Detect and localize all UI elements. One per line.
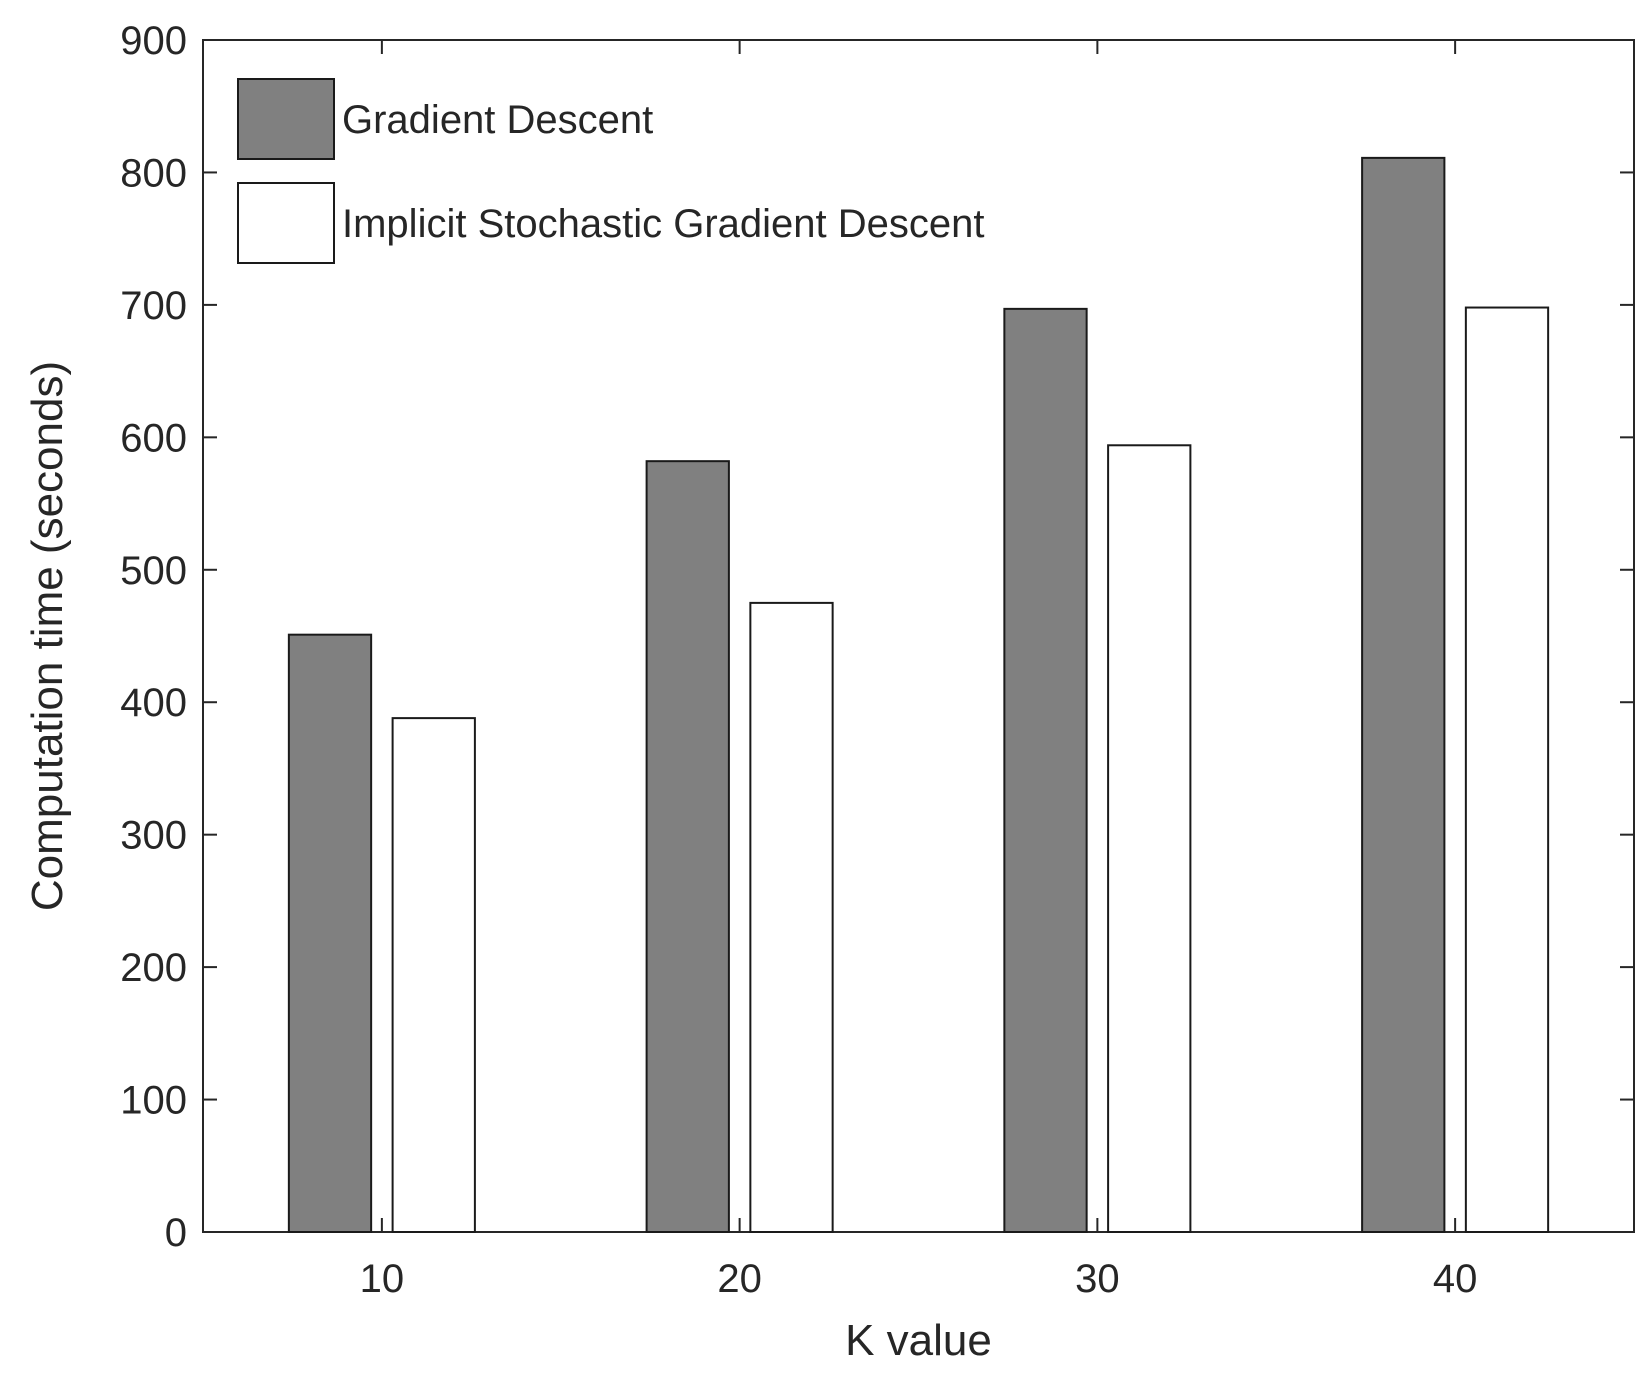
y-tick-label: 900 (120, 19, 187, 63)
bar-series-1-20 (645, 460, 730, 1233)
x-axis: 10 20 30 40 (360, 40, 1478, 1301)
y-tick-label: 500 (120, 549, 187, 593)
bars (287, 156, 1550, 1233)
legend-swatch-2 (237, 182, 335, 264)
bar-series-2-20 (749, 601, 834, 1233)
bar-series-2-30 (1107, 444, 1192, 1233)
y-tick-label: 300 (120, 814, 187, 858)
bar-series-1-10 (287, 633, 373, 1233)
y-axis: 0 100 200 300 400 500 600 700 800 900 (120, 19, 1634, 1255)
y-tick-label: 200 (120, 946, 187, 990)
y-tick-label: 100 (120, 1079, 187, 1123)
bar-series-1-30 (1003, 307, 1088, 1233)
y-tick-label: 600 (120, 416, 187, 460)
y-tick-label: 0 (165, 1211, 187, 1255)
x-axis-label: K value (845, 1316, 992, 1365)
y-tick-label: 800 (120, 151, 187, 195)
plot-area: 0 100 200 300 400 500 600 700 800 900 10 20 30 40 (120, 19, 1635, 1301)
legend-label-2: Implicit Stochastic Gradient Descent (342, 202, 984, 246)
bar-series-2-10 (391, 717, 476, 1233)
legend-swatch-1 (237, 78, 335, 160)
y-axis-label: Computation time (seconds) (23, 361, 72, 911)
y-tick-label: 400 (120, 681, 187, 725)
x-tick-label: 40 (1433, 1257, 1478, 1301)
y-tick-label: 700 (120, 284, 187, 328)
x-tick-label: 20 (717, 1257, 762, 1301)
legend-label-1: Gradient Descent (342, 98, 653, 142)
x-tick-label: 30 (1075, 1257, 1120, 1301)
legend: Gradient Descent Implicit Stochastic Grad… (237, 78, 984, 264)
bar-series-2-40 (1464, 306, 1550, 1233)
x-tick-label: 10 (360, 1257, 405, 1301)
bar-series-1-40 (1361, 156, 1446, 1233)
